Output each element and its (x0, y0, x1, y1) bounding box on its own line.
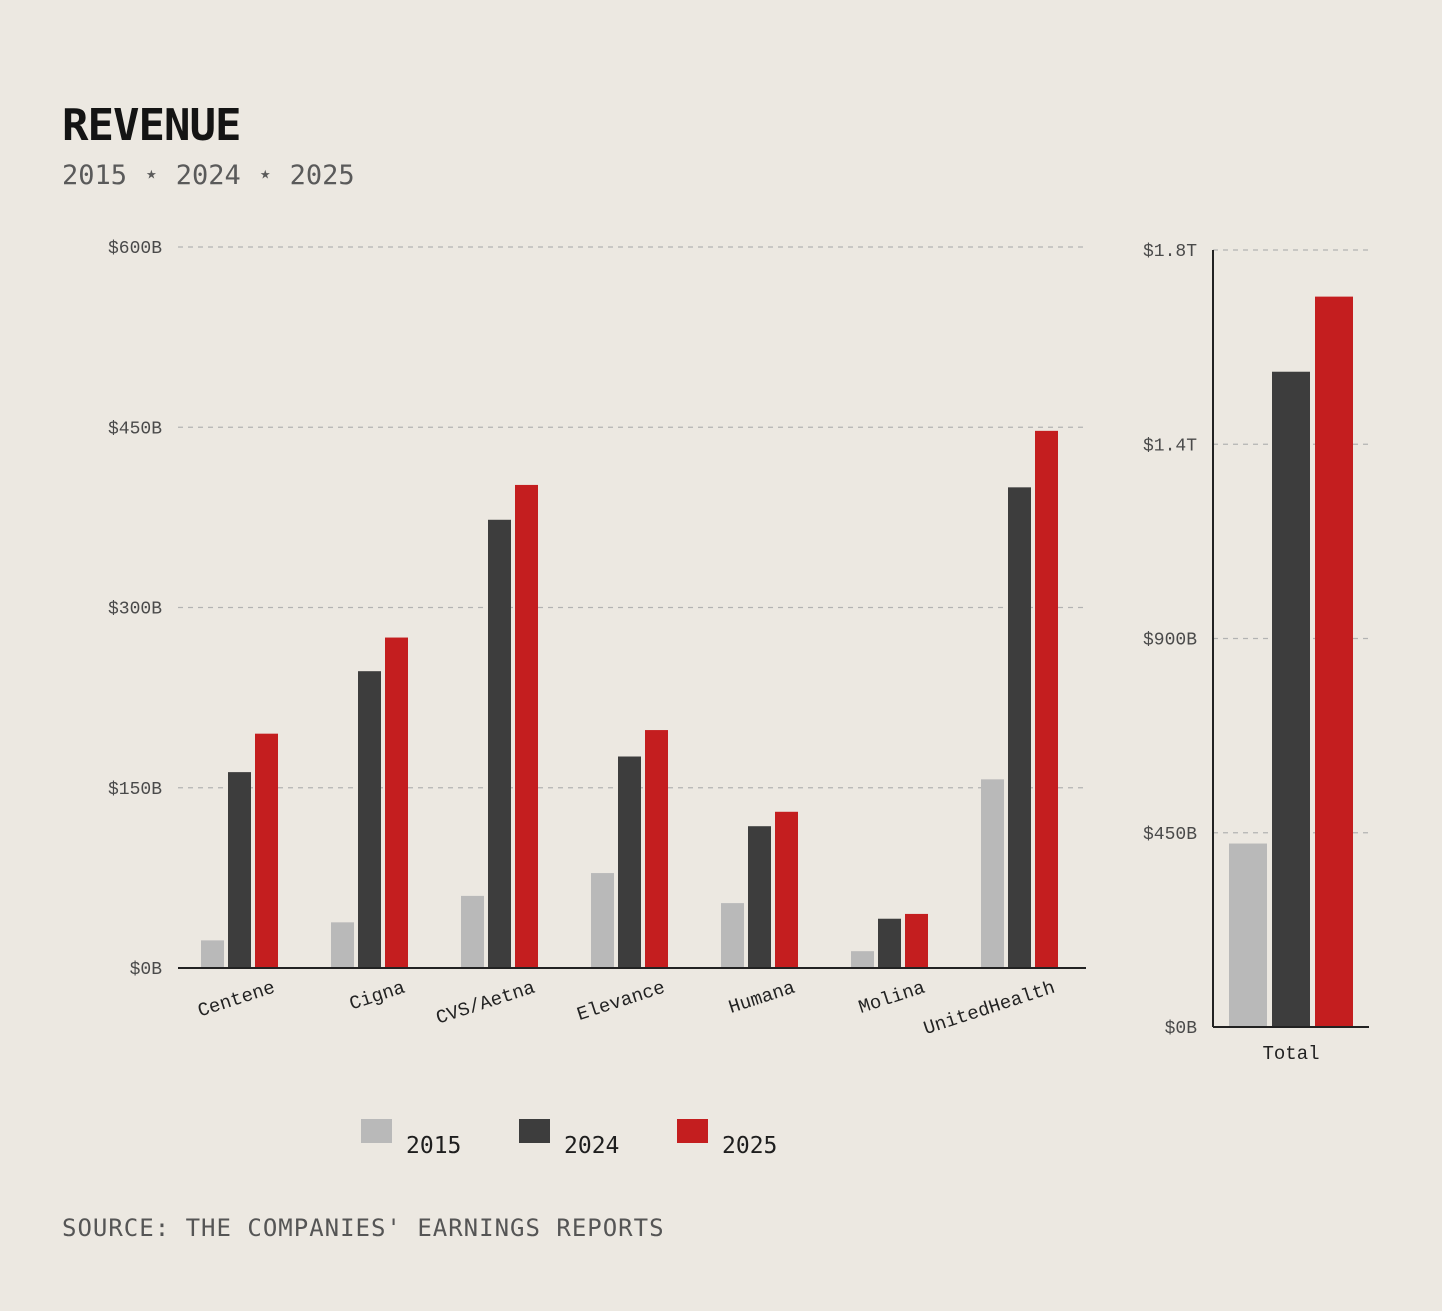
page-edge (1442, 0, 1456, 1311)
chart-subtitle: 2015 ⋆ 2024 ⋆ 2025 (62, 160, 355, 191)
bar-2015-cigna (331, 922, 354, 968)
legend-swatch-2015 (361, 1119, 392, 1143)
x-category-label: Elevance (574, 977, 668, 1026)
bar-2024-elevance (618, 756, 641, 968)
bar-2025-centene (255, 733, 278, 968)
bar-2025-elevance (645, 730, 668, 968)
bar-2024-centene (228, 772, 251, 968)
bar-2015-unitedhealth (981, 779, 1004, 968)
bar-2015-cvs-aetna (461, 895, 484, 968)
y-tick-label: $450B (1143, 825, 1197, 845)
y-tick-label: $300B (108, 600, 162, 620)
bar-2015-total (1229, 843, 1267, 1027)
y-tick-label: $450B (108, 419, 162, 439)
bar-2024-cigna (358, 671, 381, 968)
x-category-label: Centene (195, 977, 278, 1023)
y-tick-label: $1.8T (1143, 242, 1197, 262)
bar-2025-cigna (385, 637, 408, 968)
x-category-label: Total (1262, 1043, 1319, 1065)
chart-title: REVENUE (62, 100, 241, 151)
legend-swatch-2024 (519, 1119, 550, 1143)
bar-2024-humana (748, 826, 771, 968)
chart-legend: 2015 2024 2025 (361, 1119, 777, 1159)
bar-2015-humana (721, 903, 744, 968)
bar-2024-unitedhealth (1008, 487, 1031, 968)
total-chart: $0B $450B $900B $1.4T $1.8T Total (1143, 242, 1369, 1065)
y-tick-label: $600B (108, 239, 162, 259)
bar-2015-centene (201, 940, 224, 968)
y-tick-label: $150B (108, 780, 162, 800)
bar-2025-molina (905, 913, 928, 968)
y-tick-label: $0B (130, 960, 163, 980)
y-tick-label: $1.4T (1143, 436, 1197, 456)
source-note: SOURCE: THE COMPANIES' EARNINGS REPORTS (62, 1214, 665, 1242)
y-tick-label: $0B (1165, 1019, 1198, 1039)
bar-2015-molina (851, 951, 874, 968)
legend-label-2024: 2024 (564, 1133, 619, 1159)
bar-2025-humana (775, 811, 798, 968)
bar-2024-total (1272, 371, 1310, 1028)
legend-swatch-2025 (677, 1119, 708, 1143)
y-tick-label: $900B (1143, 631, 1197, 651)
main-chart-companies: $0B $150B $300B $450B $600B Centene Cigna CVS/A… (108, 239, 1086, 1040)
x-category-label: CVS/Aetna (433, 977, 537, 1030)
legend-label-2015: 2015 (406, 1133, 461, 1159)
bar-2024-molina (878, 918, 901, 968)
legend-label-2025: 2025 (722, 1133, 777, 1159)
bar-2024-cvs-aetna (488, 519, 511, 968)
x-category-label: Humana (726, 977, 798, 1019)
bar-2015-elevance (591, 873, 614, 968)
x-category-label: Cigna (347, 977, 408, 1016)
x-category-label: UnitedHealth (921, 977, 1058, 1040)
x-category-label: Molina (856, 977, 928, 1019)
bar-2025-total (1315, 296, 1353, 1027)
bar-2025-cvs-aetna (515, 484, 538, 968)
bar-2025-unitedhealth (1035, 430, 1058, 969)
